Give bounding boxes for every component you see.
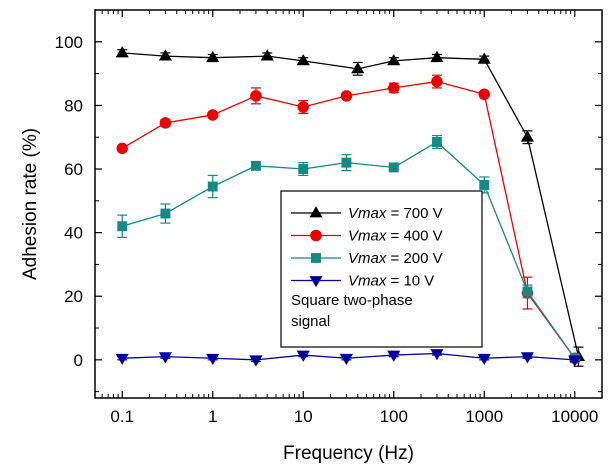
x-tick-label: 1000 <box>465 407 503 426</box>
data-point <box>158 49 172 61</box>
legend-marker <box>309 206 323 218</box>
legend-note: signal <box>291 313 330 330</box>
data-point <box>341 157 352 168</box>
data-point <box>520 130 534 142</box>
legend-label: Vmax = 400 V <box>348 228 443 245</box>
legend-label: Vmax = 200 V <box>348 250 443 267</box>
y-tick-label: 40 <box>64 224 83 243</box>
x-tick-label: 1 <box>208 407 217 426</box>
y-tick-label: 80 <box>64 96 83 115</box>
data-point <box>206 353 220 366</box>
data-point <box>479 179 490 190</box>
y-axis-label: Adhesion rate (%) <box>20 128 41 280</box>
y-axis: 0 20 40 60 80 100 <box>55 9 602 393</box>
legend-label: Vmax = 700 V <box>348 205 443 222</box>
data-point <box>250 160 261 171</box>
data-point <box>159 117 172 129</box>
data-point <box>206 50 220 63</box>
x-axis-label: Frequency (Hz) <box>283 443 414 464</box>
data-point <box>522 286 533 297</box>
data-point <box>296 54 310 66</box>
legend-item: Vmax = 700 V <box>291 205 443 222</box>
data-point <box>430 50 444 63</box>
legend-series-name: Vmax <box>348 205 387 222</box>
data-point <box>568 355 582 367</box>
data-point <box>297 101 310 113</box>
data-point <box>477 353 491 366</box>
legend-marker <box>311 253 321 263</box>
data-point <box>296 350 310 362</box>
series-4 <box>115 349 582 367</box>
y-tick-label: 100 <box>55 33 83 52</box>
legend-item: Vmax = 200 V <box>291 250 443 267</box>
x-tick-label: 10 <box>294 407 313 426</box>
legend-item: Vmax = 10 V <box>291 273 434 290</box>
series-1 <box>115 46 586 367</box>
data-point <box>339 353 353 366</box>
legend-item: Vmax = 400 V <box>291 228 443 245</box>
data-point <box>351 62 365 74</box>
x-tick-label: 0.1 <box>110 407 134 426</box>
data-point <box>206 109 219 121</box>
x-tick-label: 100 <box>380 407 408 426</box>
data-point <box>115 353 129 366</box>
legend-series-name: Vmax <box>348 250 387 267</box>
y-tick-label: 60 <box>64 160 83 179</box>
legend-label: Vmax = 10 V <box>348 273 434 290</box>
data-point <box>117 221 128 232</box>
data-point <box>388 162 399 173</box>
data-point <box>431 75 443 88</box>
data-point <box>387 82 400 94</box>
data-point <box>207 181 218 192</box>
data-point <box>478 88 491 101</box>
data-point <box>477 52 491 64</box>
data-point <box>160 208 171 219</box>
legend-series-value: = 10 V <box>386 273 434 290</box>
data-point <box>249 355 263 367</box>
legend-series-value: = 200 V <box>386 250 442 267</box>
data-point <box>387 350 401 362</box>
legend-series-name: Vmax <box>348 228 387 245</box>
y-tick-label: 20 <box>64 287 83 306</box>
data-point <box>260 49 274 61</box>
plot-area-frame <box>94 9 603 399</box>
data-point <box>430 349 444 361</box>
legend-series-value: = 700 V <box>386 205 442 222</box>
x-axis: 0.1 1 10 100 1000 10000 <box>94 10 603 426</box>
data-point <box>431 137 442 147</box>
data-point <box>115 46 129 58</box>
data-point <box>298 164 309 174</box>
legend-marker <box>309 276 323 288</box>
series-layer <box>115 46 586 367</box>
data-point <box>250 90 262 102</box>
legend-series-value: = 400 V <box>386 228 442 245</box>
data-point <box>520 352 534 364</box>
data-point <box>387 54 401 66</box>
legend-series-name: Vmax <box>348 273 387 290</box>
data-point <box>116 142 129 155</box>
y-tick-label: 0 <box>74 351 83 370</box>
data-point <box>340 90 353 102</box>
legend-marker <box>310 229 322 242</box>
data-point <box>158 352 172 364</box>
x-tick-label: 10000 <box>551 407 598 426</box>
legend-note: Square two-phase <box>291 292 413 309</box>
